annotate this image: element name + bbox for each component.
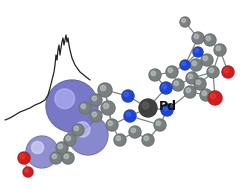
Circle shape xyxy=(174,81,179,86)
Circle shape xyxy=(90,94,102,106)
Circle shape xyxy=(180,60,190,70)
Circle shape xyxy=(142,134,154,146)
Circle shape xyxy=(166,66,178,78)
Circle shape xyxy=(74,126,79,131)
Circle shape xyxy=(196,80,201,85)
Circle shape xyxy=(216,46,220,51)
Circle shape xyxy=(214,44,226,56)
Circle shape xyxy=(224,68,229,73)
Circle shape xyxy=(139,99,157,117)
Circle shape xyxy=(62,152,74,164)
Circle shape xyxy=(103,103,109,109)
Circle shape xyxy=(116,136,121,141)
Circle shape xyxy=(194,34,199,39)
Circle shape xyxy=(64,134,76,146)
Circle shape xyxy=(124,110,136,122)
Circle shape xyxy=(168,68,172,73)
Circle shape xyxy=(124,92,129,97)
Circle shape xyxy=(156,121,161,126)
Circle shape xyxy=(56,142,68,154)
Circle shape xyxy=(131,128,135,133)
Circle shape xyxy=(46,80,98,132)
Circle shape xyxy=(182,19,185,22)
Circle shape xyxy=(184,86,196,98)
Circle shape xyxy=(201,54,213,66)
Circle shape xyxy=(129,126,141,138)
Circle shape xyxy=(126,112,131,117)
Circle shape xyxy=(162,84,167,89)
Circle shape xyxy=(79,102,91,114)
Circle shape xyxy=(200,89,212,101)
Circle shape xyxy=(186,72,198,84)
Circle shape xyxy=(81,104,86,109)
Circle shape xyxy=(193,47,203,57)
Circle shape xyxy=(108,121,113,126)
Circle shape xyxy=(90,110,102,122)
Circle shape xyxy=(192,61,196,66)
Circle shape xyxy=(209,68,214,73)
Circle shape xyxy=(192,32,204,44)
Circle shape xyxy=(98,83,112,97)
Circle shape xyxy=(20,154,24,159)
Circle shape xyxy=(203,56,208,61)
Circle shape xyxy=(202,91,207,96)
Circle shape xyxy=(182,62,185,66)
Circle shape xyxy=(66,136,71,141)
Circle shape xyxy=(68,115,108,155)
Circle shape xyxy=(160,82,172,94)
Circle shape xyxy=(204,34,216,46)
Circle shape xyxy=(52,154,57,159)
Circle shape xyxy=(194,78,206,90)
Circle shape xyxy=(208,91,222,105)
Circle shape xyxy=(186,88,191,93)
Circle shape xyxy=(64,154,69,159)
Circle shape xyxy=(180,17,190,27)
Circle shape xyxy=(106,119,118,131)
Circle shape xyxy=(195,49,198,53)
Circle shape xyxy=(58,144,63,149)
Circle shape xyxy=(55,89,74,109)
Circle shape xyxy=(222,66,234,78)
Circle shape xyxy=(72,124,84,136)
Circle shape xyxy=(122,90,134,102)
Circle shape xyxy=(114,134,126,146)
Circle shape xyxy=(151,71,156,76)
Circle shape xyxy=(25,169,28,173)
Circle shape xyxy=(92,96,97,101)
Circle shape xyxy=(207,66,219,78)
Circle shape xyxy=(210,93,216,99)
Circle shape xyxy=(190,59,202,71)
Circle shape xyxy=(142,102,149,109)
Circle shape xyxy=(31,141,44,154)
Circle shape xyxy=(144,136,149,141)
Circle shape xyxy=(161,104,173,116)
Circle shape xyxy=(101,101,115,115)
Circle shape xyxy=(75,122,90,137)
Circle shape xyxy=(163,106,168,111)
Circle shape xyxy=(100,85,106,91)
Circle shape xyxy=(23,167,33,177)
Circle shape xyxy=(149,69,161,81)
Circle shape xyxy=(92,112,97,117)
Circle shape xyxy=(154,119,166,131)
Circle shape xyxy=(188,74,193,79)
Text: Pd: Pd xyxy=(159,99,177,112)
Circle shape xyxy=(26,136,58,168)
Circle shape xyxy=(206,36,211,41)
Circle shape xyxy=(50,152,62,164)
Circle shape xyxy=(18,152,30,164)
Circle shape xyxy=(172,79,184,91)
